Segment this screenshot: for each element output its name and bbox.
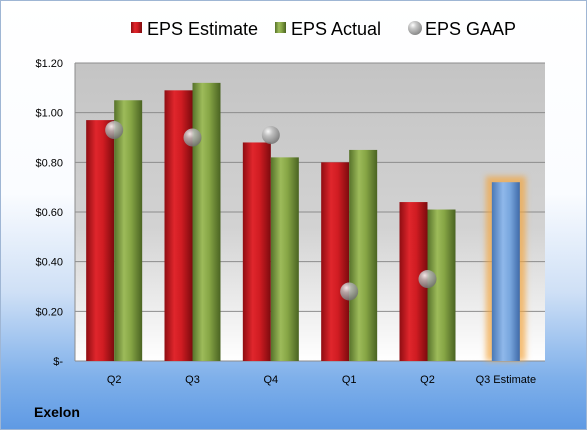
eps-estimate-bar (321, 162, 350, 361)
eps-gaap-marker (418, 270, 437, 289)
legend-label: EPS GAAP (425, 19, 516, 39)
y-tick-label: $0.20 (35, 306, 63, 318)
eps-gaap-marker (261, 126, 280, 145)
eps-gaap-marker (183, 128, 202, 147)
x-tick-label: Q2 (420, 374, 435, 386)
eps-gaap-marker (105, 121, 124, 140)
eps-estimate-bar (242, 142, 271, 361)
legend-swatch (408, 21, 422, 35)
eps-gaap-marker (340, 282, 359, 301)
legend-label: EPS Estimate (147, 19, 258, 39)
legend-swatch (131, 22, 142, 33)
eps-actual-bar (114, 100, 143, 361)
y-tick-label: $1.20 (35, 58, 63, 70)
eps-actual-bar (349, 149, 378, 361)
y-tick-label: $1.00 (35, 108, 63, 120)
x-tick-label: Q1 (342, 374, 357, 386)
y-tick-label: $0.40 (35, 257, 63, 269)
y-tick-label: $0.60 (35, 207, 63, 219)
x-tick-label: Q4 (263, 374, 278, 386)
eps-estimate-bar (86, 120, 115, 361)
legend-label: EPS Actual (291, 19, 381, 39)
y-tick-label: $0.80 (35, 157, 63, 169)
eps-actual-bar (192, 82, 221, 361)
x-tick-label: Q2 (107, 374, 122, 386)
company-name: Exelon (34, 404, 80, 420)
q3-estimate-bar (491, 182, 520, 361)
eps-actual-bar (270, 157, 299, 361)
legend-swatch (275, 22, 286, 33)
x-tick-label: Q3 Estimate (476, 374, 537, 386)
x-tick-label: Q3 (185, 374, 200, 386)
y-tick-label: $- (53, 356, 63, 368)
